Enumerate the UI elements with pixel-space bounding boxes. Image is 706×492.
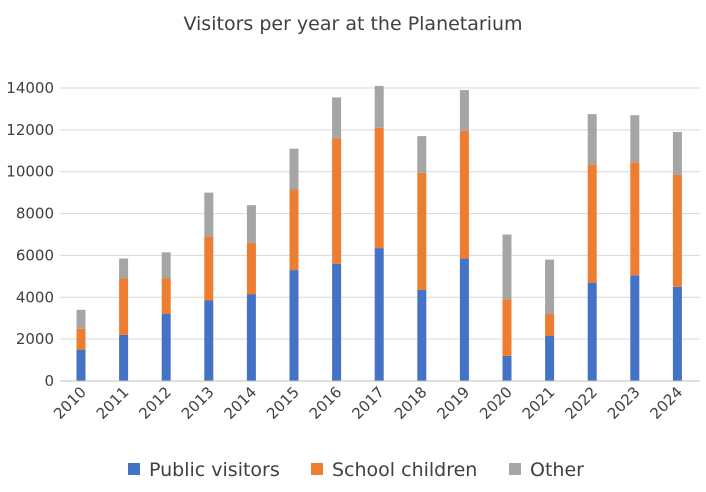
bar-segment bbox=[417, 136, 427, 173]
bar-segment bbox=[374, 127, 384, 249]
bar-segment bbox=[459, 258, 469, 381]
legend-swatch bbox=[509, 463, 521, 475]
y-tick-label: 0 bbox=[44, 372, 54, 390]
bar-segment bbox=[672, 174, 682, 287]
x-tick-label: 2017 bbox=[348, 383, 388, 423]
y-tick-label: 8000 bbox=[16, 205, 54, 223]
y-tick-label: 2000 bbox=[16, 330, 54, 348]
y-tick-label: 10000 bbox=[6, 163, 54, 181]
x-tick-label: 2015 bbox=[263, 383, 303, 423]
bar-segment bbox=[76, 309, 86, 329]
bar-segment bbox=[119, 258, 129, 279]
x-tick-label: 2010 bbox=[50, 383, 90, 423]
bar-segment bbox=[587, 282, 597, 381]
bar-segment bbox=[630, 115, 640, 163]
bar-segment bbox=[289, 270, 299, 381]
x-tick-label: 2016 bbox=[306, 383, 346, 423]
y-axis: 0 2000 4000 6000 8000 10000 12000 14000 bbox=[6, 79, 54, 390]
bar-segment bbox=[630, 275, 640, 381]
bar-segment bbox=[672, 286, 682, 381]
bar-segment bbox=[161, 278, 171, 315]
bar-segment bbox=[204, 300, 214, 381]
x-tick-label: 2021 bbox=[519, 383, 559, 423]
bar-segment bbox=[246, 242, 256, 295]
bar-segment bbox=[459, 90, 469, 131]
y-tick-label: 12000 bbox=[6, 121, 54, 139]
legend-swatch bbox=[311, 463, 323, 475]
x-tick-label: 2013 bbox=[178, 383, 218, 423]
bar-segment bbox=[246, 205, 256, 243]
bar-segment bbox=[289, 189, 299, 271]
x-tick-label: 2023 bbox=[604, 383, 644, 423]
bar-segment bbox=[332, 97, 342, 139]
bar-segment bbox=[246, 294, 256, 381]
bar-segment bbox=[204, 236, 214, 301]
bar-segment bbox=[374, 248, 384, 381]
bar-segment bbox=[502, 234, 512, 300]
y-tick-label: 14000 bbox=[6, 79, 54, 97]
x-tick-label: 2024 bbox=[646, 383, 686, 423]
bar-segment bbox=[672, 131, 682, 175]
bar-segment bbox=[502, 355, 512, 381]
bar-segment bbox=[417, 172, 427, 290]
legend-label: Other bbox=[530, 459, 584, 481]
y-tick-label: 4000 bbox=[16, 288, 54, 306]
bar-segment bbox=[459, 130, 469, 259]
bar-segment bbox=[545, 314, 555, 337]
bar-segment bbox=[630, 162, 640, 276]
x-tick-label: 2020 bbox=[476, 383, 516, 423]
x-tick-label: 2011 bbox=[93, 383, 133, 423]
bar-segment bbox=[119, 334, 129, 381]
bar-segment bbox=[545, 336, 555, 381]
bar-segment bbox=[204, 192, 214, 237]
bar-segment bbox=[289, 148, 299, 190]
x-axis: 2010 2011 2012 2013 2014 2015 2016 2017 2018 2019… bbox=[50, 383, 686, 423]
legend-label: School children bbox=[332, 459, 477, 481]
chart-title: Visitors per year at the Planetarium bbox=[183, 13, 522, 35]
x-tick-label: 2018 bbox=[391, 383, 431, 423]
bar-segment bbox=[332, 263, 342, 381]
bar-segment bbox=[587, 164, 597, 283]
legend: Public visitors School children Other bbox=[128, 459, 584, 481]
bar-segment bbox=[161, 252, 171, 279]
y-tick-label: 6000 bbox=[16, 246, 54, 264]
bar-segment bbox=[417, 289, 427, 381]
legend-swatch bbox=[128, 463, 140, 475]
x-tick-label: 2019 bbox=[433, 383, 473, 423]
bar-segment bbox=[76, 349, 86, 381]
x-tick-label: 2022 bbox=[561, 383, 601, 423]
x-tick-label: 2012 bbox=[135, 383, 175, 423]
bar-segment bbox=[332, 138, 342, 264]
bar-segment bbox=[76, 328, 86, 350]
bars bbox=[76, 85, 682, 381]
x-tick-label: 2014 bbox=[220, 383, 260, 423]
bar-segment bbox=[119, 278, 129, 335]
legend-label: Public visitors bbox=[149, 459, 280, 481]
bar-segment bbox=[502, 299, 512, 356]
bar-segment bbox=[374, 85, 384, 128]
bar-segment bbox=[545, 259, 555, 315]
bar-segment bbox=[161, 314, 171, 381]
bar-segment bbox=[587, 114, 597, 165]
